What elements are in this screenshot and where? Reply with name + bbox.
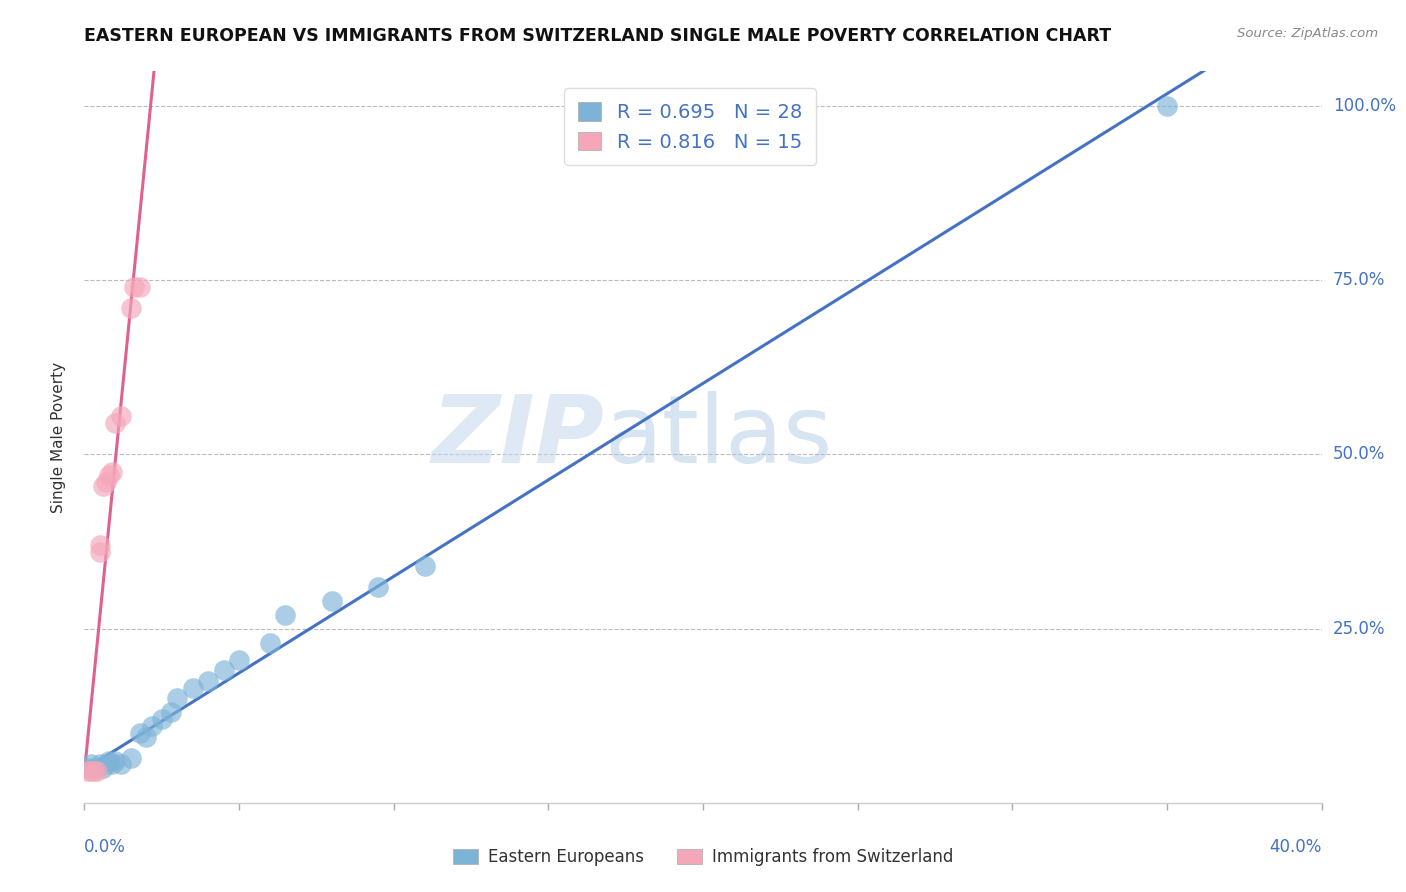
Point — [104, 754, 127, 768]
Point — [181, 681, 204, 695]
Point — [120, 750, 142, 764]
Point — [413, 558, 436, 573]
Point — [83, 764, 105, 779]
Point — [79, 764, 101, 779]
Point — [89, 757, 111, 772]
Legend: Eastern Europeans, Immigrants from Switzerland: Eastern Europeans, Immigrants from Switz… — [444, 840, 962, 875]
Text: EASTERN EUROPEAN VS IMMIGRANTS FROM SWITZERLAND SINGLE MALE POVERTY CORRELATION : EASTERN EUROPEAN VS IMMIGRANTS FROM SWIT… — [84, 27, 1112, 45]
Point — [76, 764, 98, 779]
Point — [212, 664, 235, 678]
Point — [166, 691, 188, 706]
Point — [104, 416, 127, 430]
Point — [197, 673, 219, 688]
Point — [86, 761, 108, 775]
Point — [367, 580, 389, 594]
Text: Source: ZipAtlas.com: Source: ZipAtlas.com — [1237, 27, 1378, 40]
Text: 75.0%: 75.0% — [1333, 271, 1385, 289]
Point — [110, 757, 132, 772]
Point — [120, 301, 142, 316]
Point — [122, 280, 145, 294]
Point — [135, 730, 157, 744]
Text: 40.0%: 40.0% — [1270, 838, 1322, 855]
Point — [321, 594, 343, 608]
Text: 0.0%: 0.0% — [84, 838, 127, 855]
Legend: R = 0.695   N = 28, R = 0.816   N = 15: R = 0.695 N = 28, R = 0.816 N = 15 — [564, 88, 815, 165]
Point — [150, 712, 173, 726]
Point — [1156, 99, 1178, 113]
Point — [86, 764, 108, 779]
Point — [160, 705, 183, 719]
Point — [259, 635, 281, 649]
Point — [79, 757, 101, 772]
Point — [274, 607, 297, 622]
Point — [94, 757, 117, 772]
Point — [98, 468, 121, 483]
Point — [91, 479, 114, 493]
Point — [94, 475, 117, 490]
Point — [76, 761, 98, 775]
Point — [129, 280, 152, 294]
Point — [89, 545, 111, 559]
Y-axis label: Single Male Poverty: Single Male Poverty — [51, 361, 66, 513]
Text: ZIP: ZIP — [432, 391, 605, 483]
Point — [98, 754, 121, 768]
Point — [101, 465, 124, 479]
Point — [228, 653, 250, 667]
Point — [89, 538, 111, 552]
Point — [129, 726, 152, 740]
Text: 50.0%: 50.0% — [1333, 445, 1385, 464]
Point — [83, 761, 105, 775]
Text: 100.0%: 100.0% — [1333, 97, 1396, 115]
Text: 25.0%: 25.0% — [1333, 620, 1385, 638]
Point — [101, 757, 124, 772]
Text: atlas: atlas — [605, 391, 832, 483]
Point — [141, 719, 163, 733]
Point — [110, 409, 132, 424]
Point — [91, 761, 114, 775]
